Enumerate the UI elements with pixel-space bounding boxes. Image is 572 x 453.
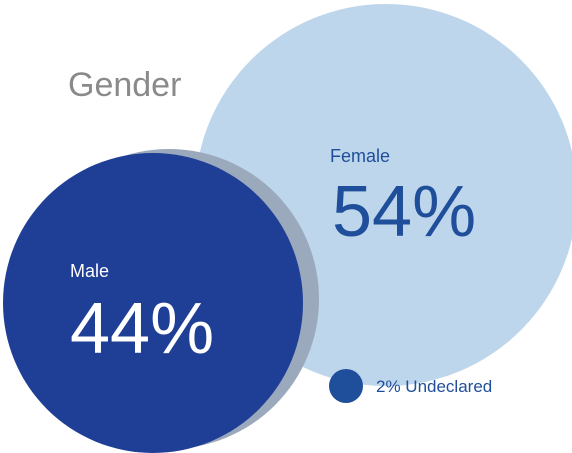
value-label: 2% Undeclared — [376, 377, 492, 396]
category-label: Male — [70, 261, 109, 281]
chart-title: Gender — [68, 66, 181, 104]
category-label: Female — [330, 146, 390, 166]
value-label: 54% — [332, 172, 476, 252]
bubble — [3, 153, 303, 453]
value-label: 44% — [70, 289, 214, 369]
bubble — [329, 369, 363, 403]
